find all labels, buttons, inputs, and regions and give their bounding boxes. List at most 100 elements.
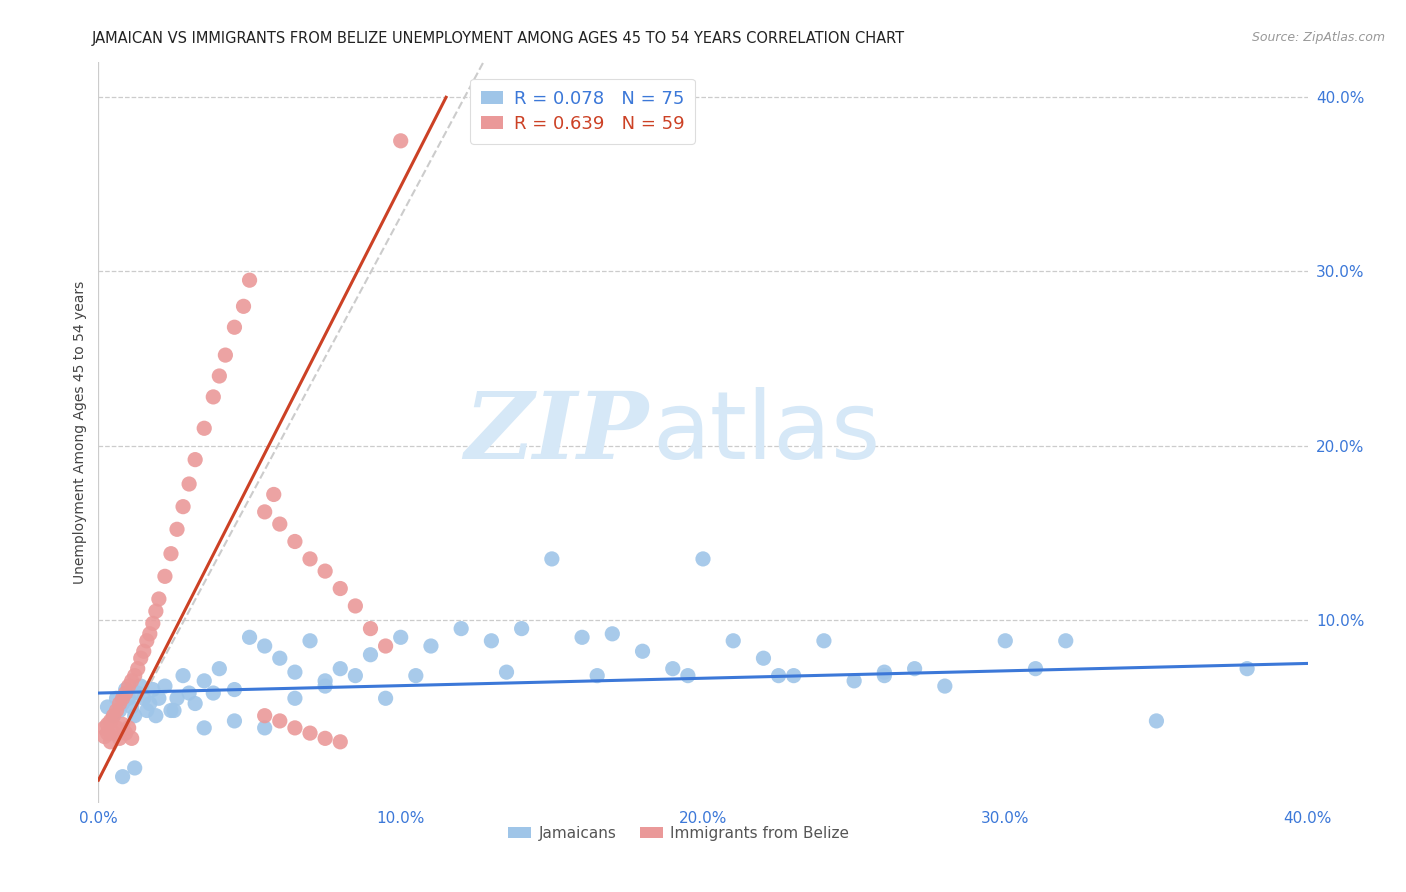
Point [783, 668, 806, 682]
Point [153, 569, 176, 583]
Point [269, 714, 291, 728]
Point [314, 564, 336, 578]
Point [253, 708, 276, 723]
Point [114, 726, 136, 740]
Point [239, 630, 262, 644]
Point [179, 686, 201, 700]
Point [105, 703, 128, 717]
Point [329, 735, 352, 749]
Y-axis label: Unemployment Among Ages 45 to 54 years: Unemployment Among Ages 45 to 54 years [73, 281, 87, 584]
Point [360, 648, 382, 662]
Point [586, 668, 609, 682]
Point [96, 717, 118, 731]
Point [253, 639, 276, 653]
Point [329, 662, 352, 676]
Point [129, 651, 152, 665]
Point [124, 708, 146, 723]
Point [224, 714, 246, 728]
Point [153, 679, 176, 693]
Point [1054, 633, 1077, 648]
Point [103, 708, 125, 723]
Point [193, 721, 215, 735]
Point [148, 691, 170, 706]
Point [100, 735, 122, 749]
Point [121, 731, 143, 746]
Point [224, 320, 246, 334]
Point [121, 673, 143, 688]
Point [118, 679, 141, 693]
Point [405, 668, 427, 682]
Point [360, 622, 382, 636]
Point [723, 633, 745, 648]
Point [135, 703, 157, 717]
Point [121, 700, 143, 714]
Point [253, 505, 276, 519]
Point [284, 534, 307, 549]
Point [1144, 714, 1167, 728]
Point [103, 726, 125, 740]
Point [224, 682, 246, 697]
Point [904, 662, 927, 676]
Point [135, 633, 157, 648]
Text: Source: ZipAtlas.com: Source: ZipAtlas.com [1251, 31, 1385, 45]
Point [163, 703, 186, 717]
Point [602, 627, 624, 641]
Point [873, 665, 896, 680]
Point [495, 665, 517, 680]
Point [108, 703, 131, 717]
Point [314, 731, 336, 746]
Point [111, 691, 134, 706]
Point [314, 679, 336, 693]
Point [166, 691, 188, 706]
Point [160, 703, 183, 717]
Point [540, 552, 562, 566]
Point [344, 599, 367, 613]
Point [100, 714, 122, 728]
Point [105, 721, 128, 735]
Point [184, 697, 207, 711]
Point [269, 651, 291, 665]
Point [132, 691, 155, 706]
Point [420, 639, 443, 653]
Point [124, 668, 146, 682]
Point [284, 721, 307, 735]
Point [127, 662, 149, 676]
Point [1024, 662, 1046, 676]
Point [108, 731, 131, 746]
Point [172, 668, 194, 682]
Point [145, 708, 167, 723]
Point [374, 639, 396, 653]
Point [510, 622, 533, 636]
Point [202, 390, 225, 404]
Point [389, 630, 412, 644]
Point [111, 717, 134, 731]
Point [142, 616, 165, 631]
Point [299, 633, 322, 648]
Point [284, 691, 307, 706]
Point [105, 691, 128, 706]
Point [103, 708, 125, 723]
Point [93, 730, 115, 744]
Point [127, 686, 149, 700]
Point [96, 700, 118, 714]
Point [752, 651, 775, 665]
Text: ZIP: ZIP [464, 388, 648, 477]
Point [108, 697, 131, 711]
Point [232, 299, 254, 313]
Point [284, 665, 307, 680]
Point [129, 679, 152, 693]
Point [299, 726, 322, 740]
Point [314, 673, 336, 688]
Point [571, 630, 593, 644]
Point [299, 552, 322, 566]
Text: atlas: atlas [652, 386, 880, 479]
Point [692, 552, 714, 566]
Point [166, 522, 188, 536]
Point [253, 721, 276, 735]
Point [118, 721, 141, 735]
Point [111, 770, 134, 784]
Point [329, 582, 352, 596]
Point [202, 686, 225, 700]
Point [208, 662, 231, 676]
Point [142, 682, 165, 697]
